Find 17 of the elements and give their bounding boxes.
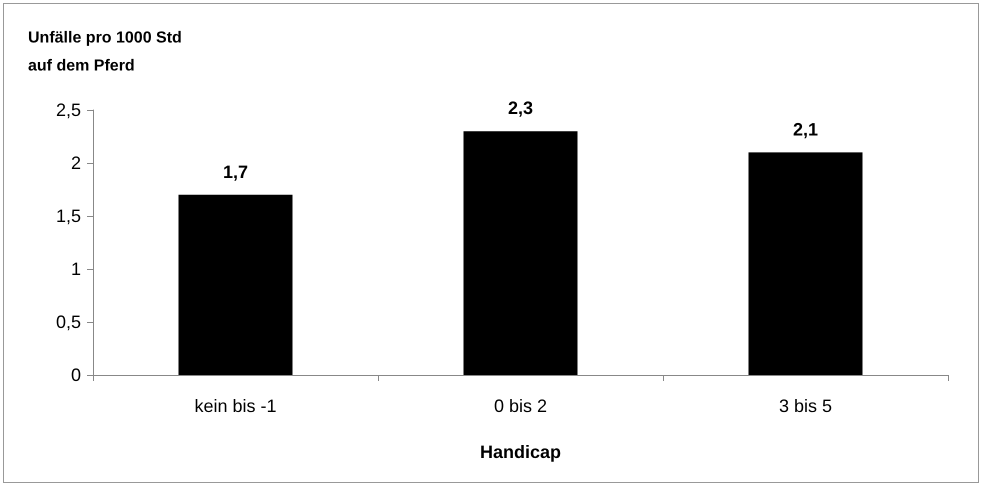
x-tick-label: kein bis -1 bbox=[194, 396, 277, 416]
y-axis-title: Unfälle pro 1000 Std auf dem Pferd bbox=[28, 30, 186, 74]
y-tick-label: 0,5 bbox=[56, 312, 81, 332]
data-label: 2,3 bbox=[508, 98, 534, 118]
bar bbox=[178, 194, 292, 375]
x-tick-label: 0 bis 2 bbox=[494, 396, 548, 416]
y-tick-label: 1,5 bbox=[56, 206, 81, 226]
x-tick-label: 3 bis 5 bbox=[778, 396, 832, 416]
y-tick-label: 1 bbox=[70, 259, 81, 279]
x-axis-title: Handicap bbox=[480, 442, 562, 462]
y-tick-label: 2,5 bbox=[56, 100, 81, 120]
y-tick-label: 2 bbox=[70, 153, 81, 173]
bar bbox=[464, 131, 578, 375]
data-label: 2,1 bbox=[792, 119, 818, 140]
y-tick-label: 0 bbox=[70, 365, 81, 385]
bar bbox=[748, 152, 862, 375]
data-label: 1,7 bbox=[222, 162, 248, 182]
